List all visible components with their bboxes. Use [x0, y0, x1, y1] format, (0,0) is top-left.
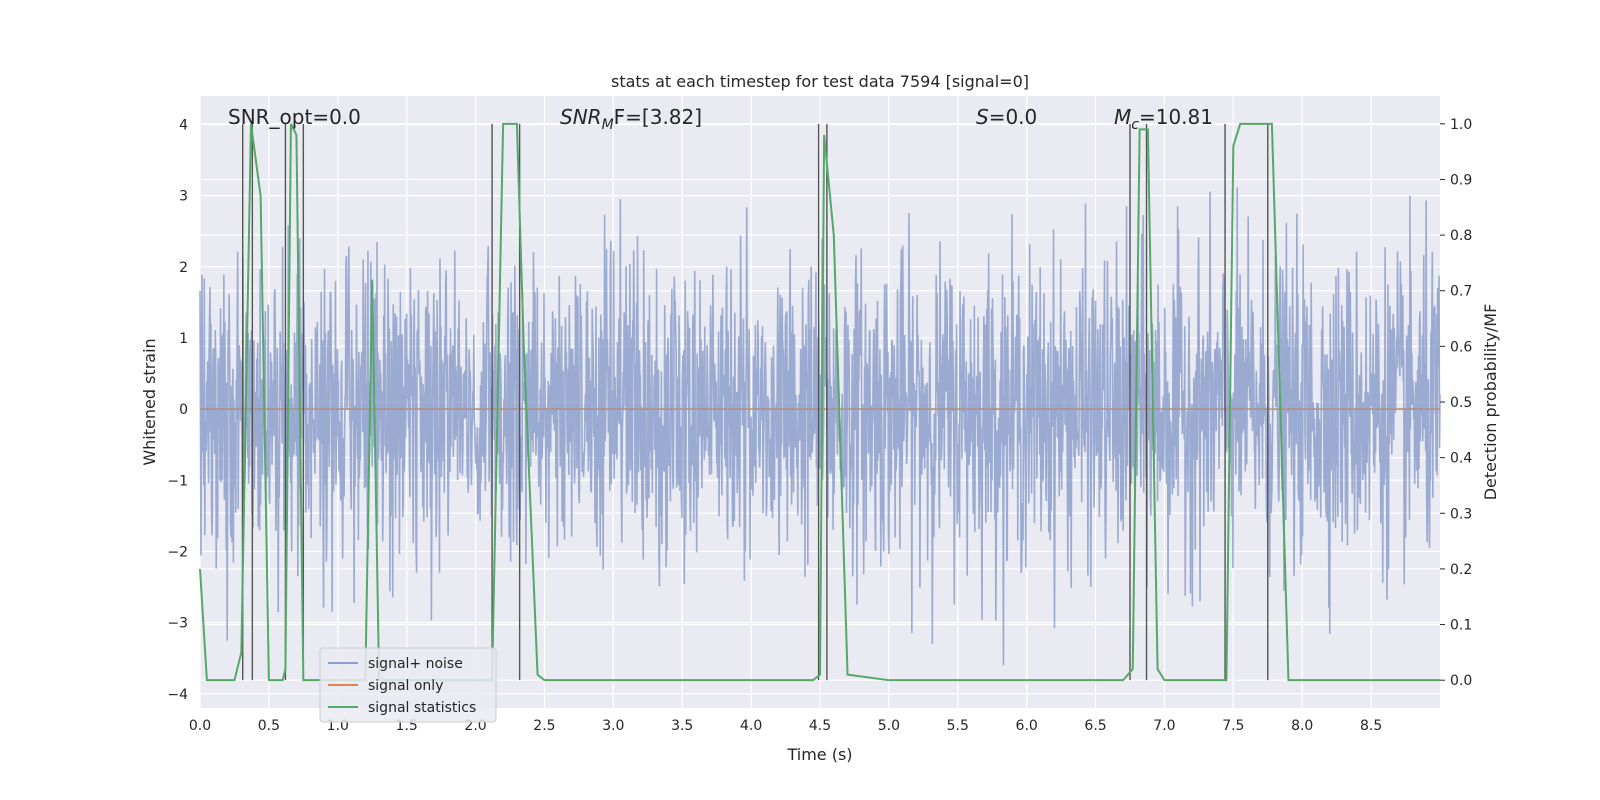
x-axis-label: Time (s)	[786, 745, 852, 764]
x-tick-label: 0.5	[258, 718, 280, 734]
snr-mf-tail: F=[3.82]	[614, 105, 702, 129]
y-tick-label-right: 0.4	[1450, 451, 1472, 467]
legend-label-signal: signal only	[368, 678, 443, 694]
y-tick-label-right: 0.1	[1450, 618, 1472, 634]
legend: signal+ noise signal only signal statist…	[319, 647, 497, 723]
legend-box	[319, 647, 497, 723]
y-tick-label-left: 4	[179, 117, 188, 133]
snr-mf-sub: M	[602, 117, 614, 133]
y-axis-label-right: Detection probability/MF	[1481, 304, 1500, 501]
annotation-snr-opt: SNR_opt=0.0	[228, 105, 361, 129]
y-tick-label-left: −4	[167, 687, 188, 703]
s-main: S	[976, 105, 989, 129]
y-axis-label-left: Whitened strain	[140, 338, 159, 465]
y-tick-label-left: 2	[179, 260, 188, 276]
y-tick-label-right: 0.0	[1450, 673, 1472, 689]
y-tick-label-left: −1	[167, 473, 188, 489]
y-tick-label-right: 0.9	[1450, 172, 1472, 188]
chart-title: stats at each timestep for test data 759…	[611, 72, 1029, 91]
s-tail: =0.0	[989, 105, 1038, 129]
x-tick-label: 3.0	[602, 718, 624, 734]
x-tick-label: 8.5	[1360, 718, 1382, 734]
signal-statistics-series	[199, 122, 1440, 682]
noise-line	[199, 187, 1441, 666]
y-tick-label-left: −2	[167, 544, 188, 560]
y-tick-label-right: 0.2	[1450, 562, 1472, 578]
annotation-snr-mf: SNRMF=[3.82]	[560, 105, 702, 133]
y-tick-label-right: 0.6	[1450, 339, 1472, 355]
annotation-s: S=0.0	[976, 105, 1037, 129]
y-tick-label-right: 0.8	[1450, 228, 1472, 244]
legend-label-stats: signal statistics	[368, 700, 476, 716]
legend-label-noise: signal+ noise	[368, 656, 463, 672]
y-tick-label-left: 0	[179, 402, 188, 418]
x-tick-label: 7.5	[1222, 718, 1244, 734]
y-tick-label-left: 1	[179, 331, 188, 347]
y-tick-label-right: 0.3	[1450, 506, 1472, 522]
y-tick-label-left: −3	[167, 616, 188, 632]
y-tick-label-left: 3	[179, 189, 188, 205]
x-tick-label: 8.0	[1291, 718, 1313, 734]
x-tick-label: 4.5	[809, 718, 831, 734]
x-tick-label: 3.5	[671, 718, 693, 734]
x-tick-label: 6.5	[1084, 718, 1106, 734]
x-tick-label: 2.5	[533, 718, 555, 734]
y-tick-label-right: 1.0	[1450, 117, 1472, 133]
annotation-mc: Mc=10.81	[1114, 105, 1213, 133]
x-tick-label: 4.0	[740, 718, 762, 734]
x-tick-label: 7.0	[1153, 718, 1175, 734]
mc-sub: c	[1131, 117, 1139, 133]
y-tick-label-right: 0.7	[1450, 284, 1472, 300]
mc-main: M	[1114, 105, 1131, 129]
x-tick-label: 6.0	[1016, 718, 1038, 734]
y-tick-label-right: 0.5	[1450, 395, 1472, 411]
x-tick-label: 0.0	[189, 718, 211, 734]
x-tick-label: 5.5	[947, 718, 969, 734]
noise-series	[199, 187, 1441, 666]
mc-tail: =10.81	[1139, 105, 1213, 129]
signal-statistics-line	[199, 122, 1440, 682]
x-tick-label: 5.0	[878, 718, 900, 734]
tick-labels: 0.0 0.5 1.0 1.5 2.0 2.5 3.0 3.5 4.0 4.5 5.0 5.5 6.0 6…	[167, 117, 1472, 734]
snr-mf-main: SNR	[560, 105, 602, 129]
